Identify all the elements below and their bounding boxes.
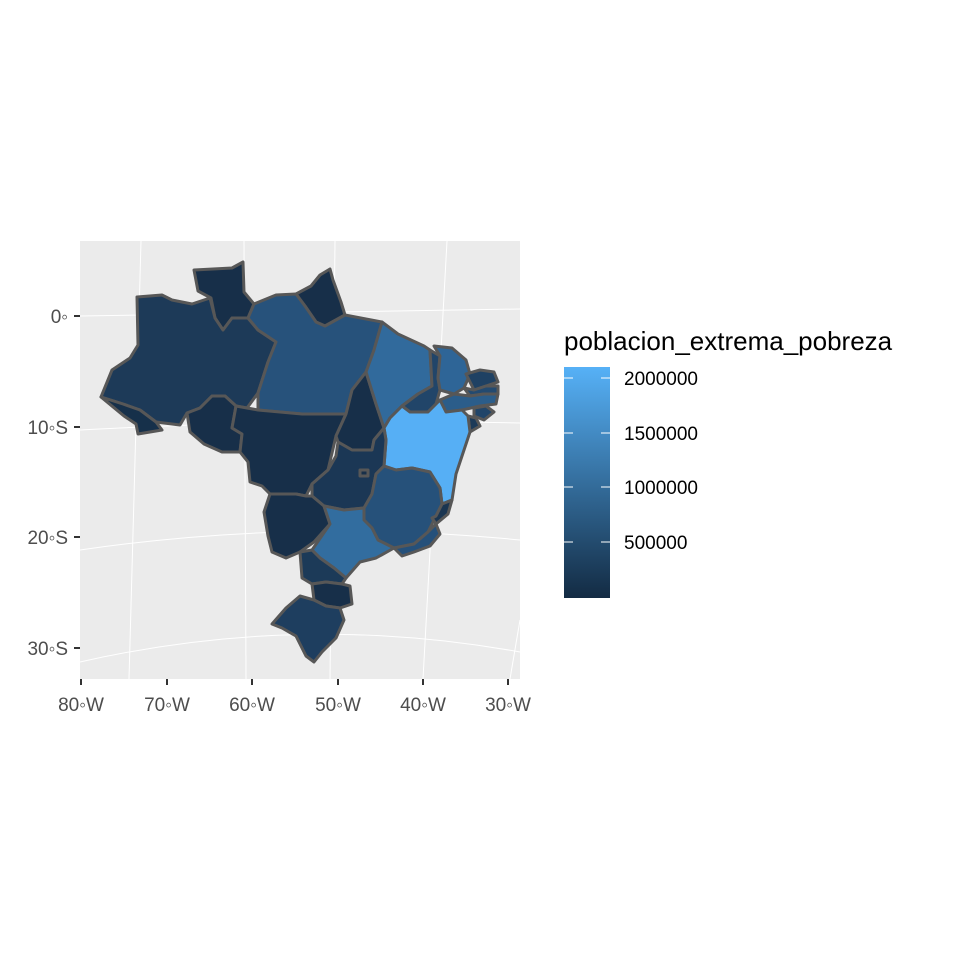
- state-acre: [99, 395, 164, 436]
- state-alagoas: [472, 404, 496, 422]
- y-tick-label: 0◦: [51, 307, 68, 328]
- state-distrito-federal: [358, 468, 370, 478]
- x-tick-label: 50◦W: [315, 695, 361, 716]
- legend: poblacion_extrema_pobreza 2000000 150000…: [564, 326, 893, 598]
- x-axis: 80◦W 70◦W 60◦W 50◦W 40◦W 30◦W: [58, 679, 531, 716]
- y-tick-label: 30◦S: [27, 639, 68, 660]
- y-axis: 0◦ 10◦S 20◦S 30◦S: [27, 307, 80, 660]
- legend-label: 1000000: [624, 478, 698, 499]
- legend-label: 500000: [624, 533, 687, 554]
- legend-label: 1500000: [624, 424, 698, 445]
- x-tick-label: 80◦W: [58, 695, 104, 716]
- meridian-line: [509, 619, 521, 680]
- state-parana: [298, 548, 348, 586]
- x-tick-label: 40◦W: [400, 695, 446, 716]
- states-layer: [99, 260, 500, 664]
- x-tick-label: 60◦W: [229, 695, 275, 716]
- y-tick-label: 20◦S: [27, 528, 68, 549]
- state-rio-de-janeiro: [392, 522, 442, 558]
- legend-label: 2000000: [624, 369, 698, 390]
- y-tick-label: 10◦S: [27, 418, 68, 439]
- legend-title: poblacion_extrema_pobreza: [564, 326, 893, 356]
- legend-colorbar: [564, 367, 610, 598]
- state-rio-grande-do-sul: [270, 594, 346, 664]
- x-tick-label: 30◦W: [485, 695, 531, 716]
- legend-colorbar-ticks: [564, 377, 610, 543]
- state-mato-grosso-do-sul: [262, 492, 332, 560]
- x-tick-label: 70◦W: [144, 695, 190, 716]
- state-ceara: [432, 344, 472, 396]
